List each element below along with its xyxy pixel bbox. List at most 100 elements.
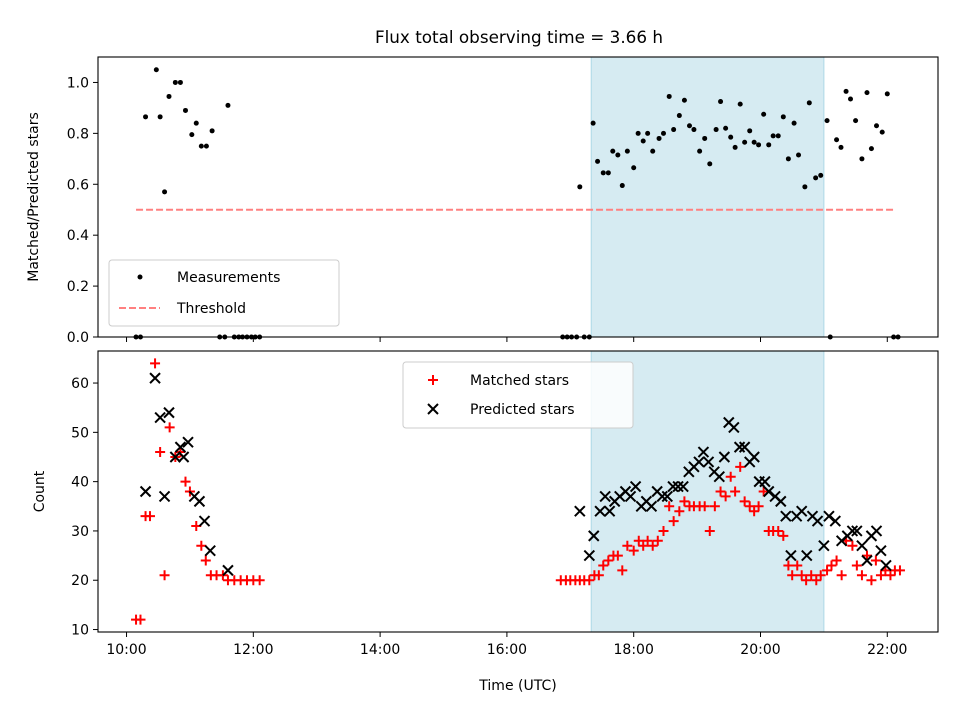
data-point — [656, 490, 668, 503]
data-point — [154, 411, 166, 424]
data-point — [856, 540, 868, 552]
data-point — [590, 120, 596, 126]
data-point — [642, 535, 653, 546]
data-point — [677, 480, 689, 493]
data-point — [699, 501, 710, 512]
data-point — [672, 480, 684, 493]
data-point — [652, 535, 663, 546]
data-point — [660, 130, 666, 136]
y-tick-label: 1.0 — [67, 75, 89, 91]
data-point — [697, 446, 710, 458]
y-tick-label: 20 — [71, 573, 89, 589]
data-point — [162, 189, 168, 195]
data-point — [737, 101, 743, 107]
series-measurements — [133, 67, 901, 340]
data-point — [619, 183, 625, 189]
data-point — [635, 130, 641, 136]
data-point — [801, 575, 812, 586]
data-point — [595, 158, 601, 164]
data-point — [656, 135, 662, 141]
y-tick-label: 0.2 — [67, 279, 89, 295]
data-point — [640, 138, 646, 144]
data-point — [150, 358, 161, 369]
data-point — [222, 564, 234, 577]
data-point — [664, 501, 675, 512]
legend: Matched stars Predicted stars — [402, 361, 634, 429]
data-point — [744, 501, 755, 512]
data-point — [864, 90, 870, 96]
legend-label-predicted: Predicted stars — [470, 402, 575, 418]
data-point — [780, 510, 792, 522]
data-point — [739, 496, 750, 507]
data-point — [143, 114, 149, 120]
data-point — [182, 107, 188, 113]
data-point — [778, 530, 789, 541]
data-point — [667, 480, 679, 493]
data-point — [697, 148, 703, 154]
data-point — [811, 515, 824, 527]
data-point — [875, 570, 886, 581]
data-point — [846, 525, 859, 537]
data-point — [612, 550, 623, 561]
data-point — [174, 441, 187, 453]
data-point — [879, 129, 885, 135]
data-point — [671, 127, 677, 133]
data-point — [583, 549, 596, 562]
data-point — [193, 120, 199, 126]
x-tick-label: 16:00 — [487, 642, 527, 658]
highlight-span — [590, 56, 825, 338]
data-point — [748, 451, 760, 463]
data-point — [198, 143, 204, 149]
y-tick-label: 60 — [71, 376, 89, 392]
data-point — [139, 485, 152, 498]
data-point — [702, 135, 708, 141]
y-tick-label: 40 — [71, 475, 89, 491]
y-tick-label: 0.4 — [67, 228, 89, 244]
data-point — [681, 97, 687, 103]
data-point — [732, 144, 738, 150]
data-point — [756, 142, 762, 148]
data-point — [153, 67, 159, 73]
data-point — [647, 540, 658, 551]
data-point — [894, 565, 905, 576]
data-point — [851, 525, 863, 537]
data-point — [159, 570, 170, 581]
data-point — [217, 570, 228, 581]
data-point — [645, 130, 651, 136]
data-point — [598, 560, 609, 571]
data-point — [829, 515, 842, 527]
data-point — [144, 511, 155, 522]
data-point — [204, 544, 216, 557]
data-point — [718, 99, 724, 105]
legend-box — [402, 361, 634, 429]
data-point — [735, 461, 746, 472]
x-tick-label: 10:00 — [106, 642, 146, 658]
data-point — [811, 575, 822, 586]
data-point — [624, 148, 630, 154]
data-point — [856, 570, 867, 581]
data-point — [622, 540, 633, 551]
y-tick-label: 0.8 — [67, 126, 89, 142]
data-point — [189, 132, 195, 138]
data-point — [645, 500, 658, 512]
data-point — [866, 575, 877, 586]
legend-marker-matched — [428, 375, 438, 385]
data-point — [742, 139, 748, 145]
axes-frame — [97, 56, 939, 338]
data-point — [868, 146, 874, 152]
data-point — [870, 525, 883, 537]
y-tick-label: 10 — [71, 623, 89, 639]
data-point — [818, 540, 830, 552]
data-point — [792, 560, 803, 571]
data-point — [166, 93, 172, 99]
y-tick-label: 50 — [71, 425, 89, 441]
x-tick-label: 20:00 — [740, 642, 780, 658]
bottom-panel: 10 20 30 40 50 60 10:00 12:00 14:00 16:00 18:00 20:… — [32, 350, 939, 694]
data-point — [628, 545, 639, 556]
data-point — [874, 123, 880, 129]
data-point — [158, 490, 171, 503]
data-point — [780, 114, 786, 120]
data-point — [603, 505, 616, 517]
data-point — [733, 441, 746, 453]
